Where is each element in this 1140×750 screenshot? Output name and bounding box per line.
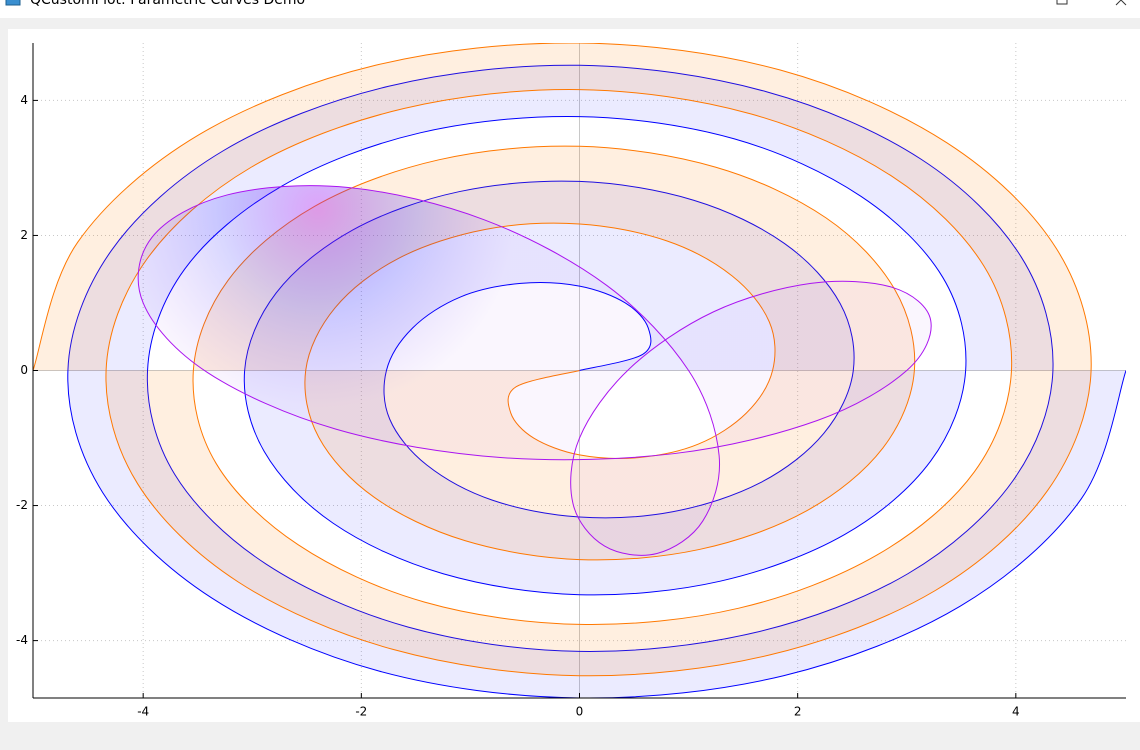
curve-line (67, 64, 1126, 698)
x-tick-label: -2 (355, 705, 367, 719)
title-bar (0, 0, 1140, 18)
window-title: QCustomPlot: Parametric Curves Demo (30, 0, 305, 8)
x-tick-label: -4 (137, 705, 149, 719)
y-tick-label: 4 (20, 93, 28, 107)
y-tick-label: 0 (20, 363, 28, 377)
curve-fill (138, 185, 932, 556)
x-tick-label: 4 (1012, 705, 1020, 719)
x-tick-label: 2 (794, 705, 802, 719)
y-tick-label: -4 (16, 633, 28, 647)
maximize-button[interactable] (1056, 0, 1068, 5)
y-tick-label: 2 (20, 228, 28, 242)
x-tick-label: 0 (576, 705, 584, 719)
app-icon (5, 0, 21, 6)
y-tick-label: -2 (16, 498, 28, 512)
close-button[interactable] (1115, 0, 1127, 6)
curve-line (137, 185, 932, 556)
